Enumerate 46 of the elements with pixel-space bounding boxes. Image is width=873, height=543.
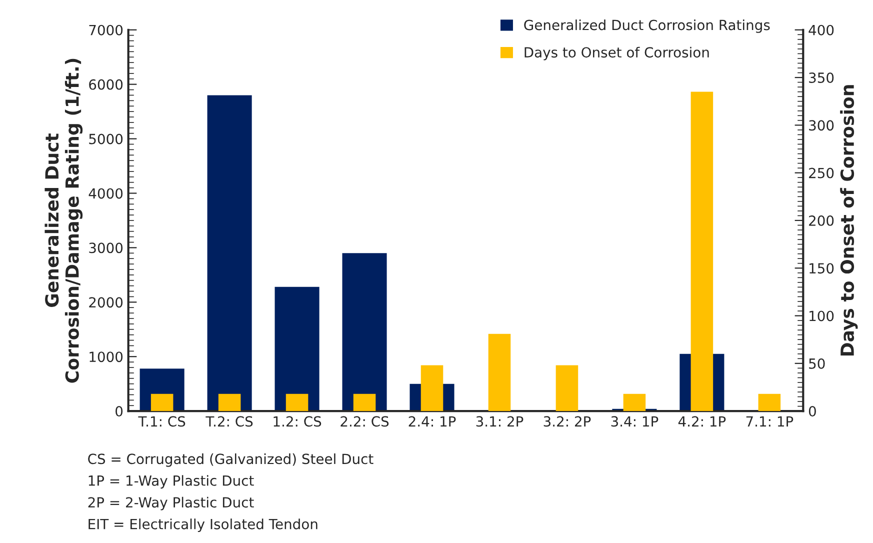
y2-tick-label: 300 bbox=[809, 120, 834, 131]
y2-tick-label: 350 bbox=[809, 72, 834, 83]
y2-tick-label: 100 bbox=[810, 310, 834, 322]
bar bbox=[150, 394, 174, 412]
x-tick-label: 7.1: 1P bbox=[746, 416, 794, 426]
bar bbox=[274, 286, 320, 412]
y-tick-label: 4000 bbox=[88, 188, 123, 199]
y-tick-label: 6000 bbox=[89, 79, 123, 90]
y-axis-title: Generalized Duct Corrosion/Damage Rating (1/ft.) bbox=[44, 58, 83, 383]
x-tick-label: 4.2: 1P bbox=[678, 416, 726, 426]
legend-label: Generalized Duct Corrosion Ratings bbox=[524, 19, 770, 33]
bar bbox=[207, 95, 252, 412]
y-tick-label: 3000 bbox=[89, 242, 123, 254]
y2-tick-label: 400 bbox=[808, 24, 834, 36]
bar bbox=[758, 394, 781, 412]
y-tick-label: 0 bbox=[116, 406, 123, 417]
x-tick-label: 2.4: 1P bbox=[408, 416, 456, 426]
bar bbox=[488, 334, 511, 412]
bar bbox=[286, 394, 308, 412]
bar bbox=[218, 394, 241, 412]
y-tick-label: 5000 bbox=[89, 134, 123, 144]
legend-label: Days to Onset of Corrosion bbox=[524, 46, 709, 60]
x-tick-label: T.2: CS bbox=[206, 416, 253, 427]
x-tick-label: 1.2: CS bbox=[274, 416, 322, 427]
text: EIT = Electrically Isolated Tendon bbox=[88, 518, 318, 532]
y-tick-label: 1000 bbox=[90, 352, 123, 362]
y-tick-label: 7000 bbox=[89, 24, 123, 36]
y2-tick-label: 200 bbox=[809, 215, 834, 226]
bar bbox=[353, 394, 376, 412]
x-tick-label: 3.1: 2P bbox=[476, 416, 524, 427]
bar bbox=[342, 253, 387, 412]
text: 2P = 2-Way Plastic Duct bbox=[88, 496, 254, 510]
y2-tick-label: 150 bbox=[810, 263, 834, 274]
x-tick-label: T.1: CS bbox=[138, 416, 186, 427]
x-tick-label: 2.2: CS bbox=[340, 416, 389, 427]
y2-tick-label: 0 bbox=[808, 406, 816, 417]
y2-axis-title: Days to Onset of Corrosion bbox=[840, 85, 858, 356]
x-tick-label: 3.4: 1P bbox=[611, 416, 658, 427]
bar bbox=[623, 394, 646, 412]
text: CS = Corrugated (Galvanized) Steel Duct bbox=[88, 453, 374, 467]
text: 1P = 1-Way Plastic Duct bbox=[88, 475, 254, 489]
y-tick-label: 2000 bbox=[89, 297, 123, 308]
bar bbox=[556, 365, 578, 412]
x-tick-label: 3.2: 2P bbox=[544, 416, 591, 427]
y2-tick-label: 50 bbox=[809, 358, 825, 369]
y2-tick-label: 250 bbox=[809, 168, 834, 178]
